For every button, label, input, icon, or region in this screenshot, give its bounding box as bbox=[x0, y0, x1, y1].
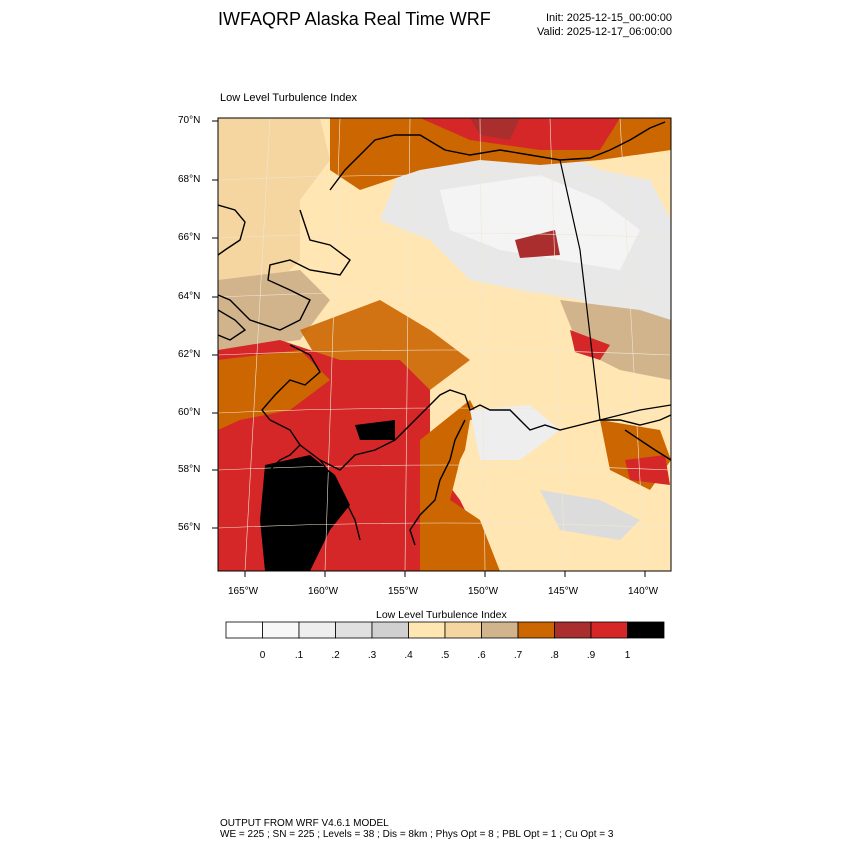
map-field-label: Low Level Turbulence Index bbox=[220, 92, 357, 104]
lat-label-58: 58°N bbox=[178, 464, 201, 475]
colorbar-tick-label: .1 bbox=[294, 650, 304, 661]
graticule bbox=[218, 118, 671, 571]
colorbar bbox=[225, 621, 665, 639]
lat-label-64: 64°N bbox=[178, 291, 201, 302]
map-field bbox=[218, 118, 671, 571]
colorbar-box bbox=[590, 621, 628, 639]
lat-label-70: 70°N bbox=[178, 115, 201, 126]
colorbar-box bbox=[481, 621, 519, 639]
colorbar-box bbox=[298, 621, 336, 639]
colorbar-box bbox=[408, 621, 446, 639]
lon-label-150: 150°W bbox=[468, 586, 499, 597]
colorbar-tick-label: .5 bbox=[440, 650, 450, 661]
colorbar-tick-label: .8 bbox=[550, 650, 559, 661]
coastline bbox=[218, 121, 671, 546]
page-title: IWFAQRP Alaska Real Time WRF bbox=[218, 9, 491, 29]
colorbar-box bbox=[444, 621, 482, 639]
init-time: Init: 2025-12-15_00:00:00 bbox=[546, 12, 672, 24]
lon-label-160: 160°W bbox=[308, 586, 339, 597]
model-info-line2: WE = 225 ; SN = 225 ; Levels = 38 ; Dis … bbox=[220, 829, 614, 840]
colorbar-box bbox=[371, 621, 409, 639]
valid-time: Valid: 2025-12-17_06:00:00 bbox=[537, 26, 672, 38]
lon-label-140: 140°W bbox=[628, 586, 659, 597]
colorbar-box bbox=[517, 621, 555, 639]
lat-label-60: 60°N bbox=[178, 407, 201, 418]
colorbar-title: Low Level Turbulence Index bbox=[376, 609, 507, 621]
lon-label-155: 155°W bbox=[388, 586, 419, 597]
lat-label-68: 68°N bbox=[178, 174, 201, 185]
lat-label-62: 62°N bbox=[178, 349, 201, 360]
model-info-line1: OUTPUT FROM WRF V4.6.1 MODEL bbox=[220, 818, 389, 829]
colorbar-tick-label: 1 bbox=[624, 650, 631, 661]
lon-ticks bbox=[244, 571, 646, 577]
colorbar-tick-label: .3 bbox=[367, 650, 377, 661]
lat-label-56: 56°N bbox=[178, 522, 201, 533]
colorbar-box bbox=[627, 621, 665, 639]
lon-label-145: 145°W bbox=[548, 586, 579, 597]
colorbar-tick-label: .4 bbox=[404, 650, 413, 661]
lat-ticks bbox=[212, 120, 218, 529]
map-frame bbox=[217, 117, 672, 572]
colorbar-tick-label: .6 bbox=[477, 650, 486, 661]
colorbar-box bbox=[554, 621, 592, 639]
colorbar-box bbox=[225, 621, 263, 639]
colorbar-tick-label: .2 bbox=[331, 650, 340, 661]
colorbar-tick-label: .9 bbox=[586, 650, 596, 661]
colorbar-box bbox=[335, 621, 373, 639]
colorbar-tick-label: .7 bbox=[513, 650, 523, 661]
colorbar-tick-label: 0 bbox=[259, 650, 266, 661]
lon-label-165: 165°W bbox=[228, 586, 259, 597]
lat-label-66: 66°N bbox=[178, 232, 201, 243]
colorbar-box bbox=[262, 621, 300, 639]
